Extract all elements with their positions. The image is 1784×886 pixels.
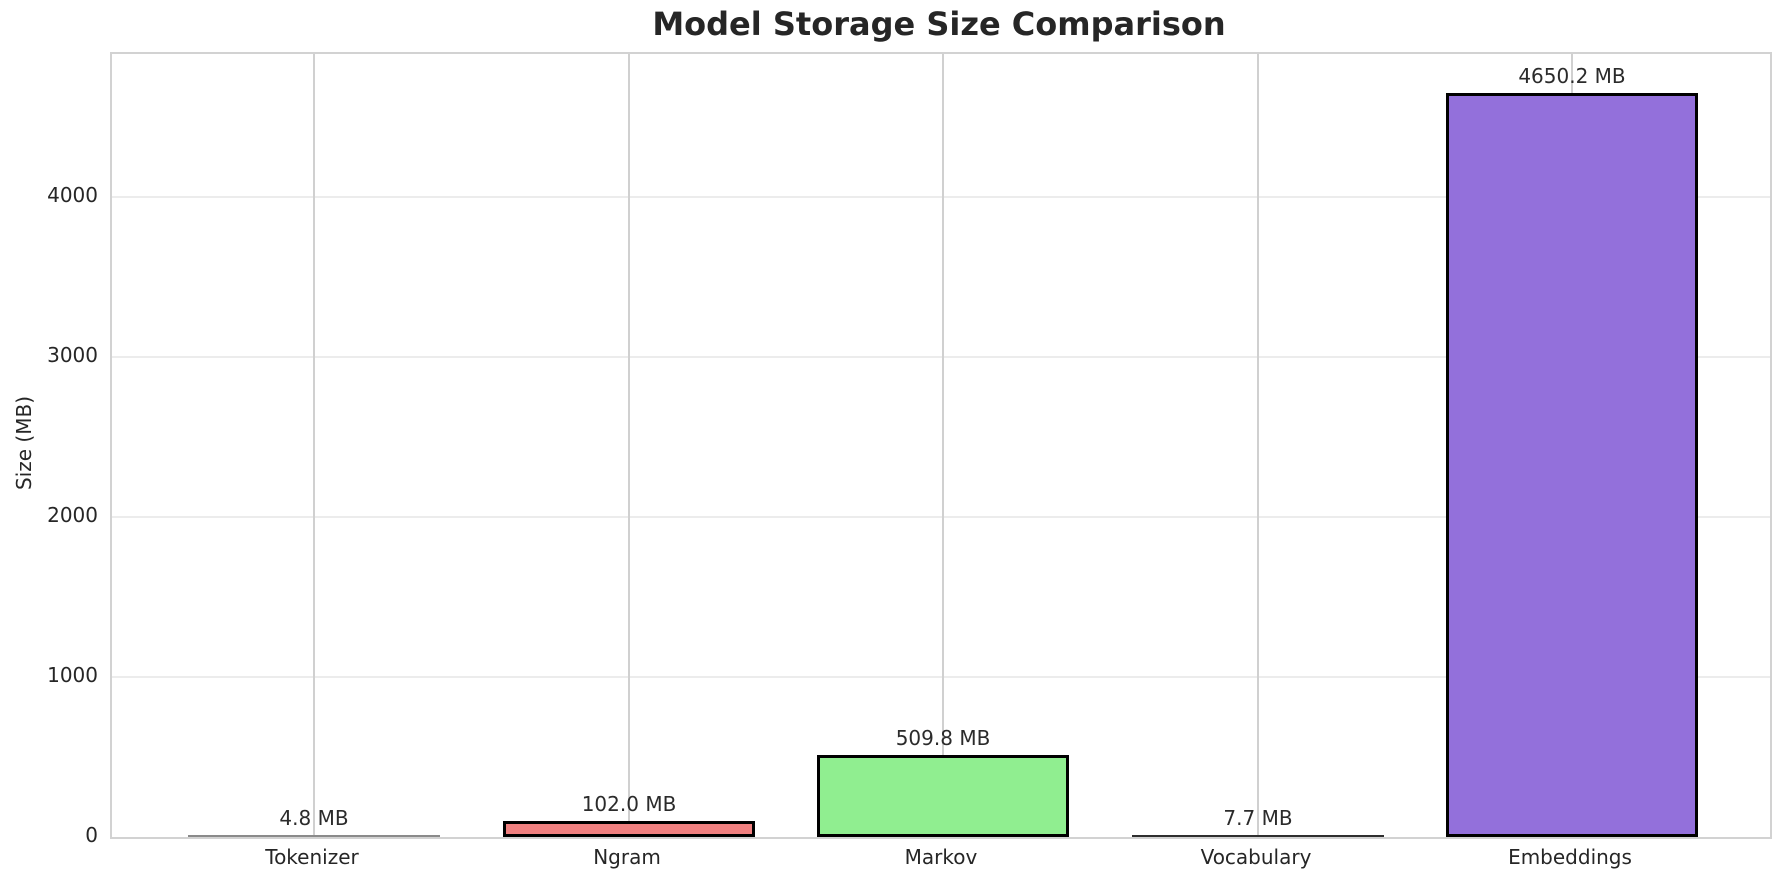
horizontal-gridline-1000 xyxy=(112,676,1770,679)
bar-value-label-embeddings: 4650.2 MB xyxy=(1518,64,1626,88)
x-tick-label-ngram: Ngram xyxy=(593,845,661,869)
x-tick-label-markov: Markov xyxy=(904,845,978,869)
x-tick-label-tokenizer: Tokenizer xyxy=(265,845,359,869)
x-tick-label-vocabulary: Vocabulary xyxy=(1200,845,1312,869)
bar-tokenizer xyxy=(188,835,440,837)
chart-title: Model Storage Size Comparison xyxy=(652,5,1226,43)
y-tick-label-2000: 2000 xyxy=(47,503,98,527)
bar-markov xyxy=(817,755,1069,837)
bar-ngram xyxy=(503,821,755,837)
vertical-gridline-vocabulary xyxy=(1256,54,1259,837)
y-tick-label-0: 0 xyxy=(85,823,98,847)
bar-embeddings xyxy=(1446,93,1698,837)
vertical-gridline-ngram xyxy=(627,54,630,837)
y-axis-label: Size (MB) xyxy=(12,396,36,490)
plot-area: 4.8 MB 102.0 MB 509.8 MB 7.7 MB 4650.2 MB xyxy=(110,52,1772,839)
horizontal-gridline-3000 xyxy=(112,356,1770,359)
horizontal-gridline-2000 xyxy=(112,516,1770,519)
horizontal-gridline-4000 xyxy=(112,196,1770,199)
x-tick-label-embeddings: Embeddings xyxy=(1508,845,1632,869)
bar-value-label-tokenizer: 4.8 MB xyxy=(279,806,349,830)
vertical-gridline-tokenizer xyxy=(313,54,315,837)
bar-value-label-vocabulary: 7.7 MB xyxy=(1223,806,1293,830)
bar-vocabulary xyxy=(1132,835,1384,837)
vertical-gridline-markov xyxy=(942,54,944,837)
bar-value-label-ngram: 102.0 MB xyxy=(581,792,677,816)
y-tick-label-3000: 3000 xyxy=(47,343,98,367)
y-tick-label-1000: 1000 xyxy=(47,663,98,687)
bar-value-label-markov: 509.8 MB xyxy=(895,726,991,750)
y-tick-label-4000: 4000 xyxy=(47,183,98,207)
